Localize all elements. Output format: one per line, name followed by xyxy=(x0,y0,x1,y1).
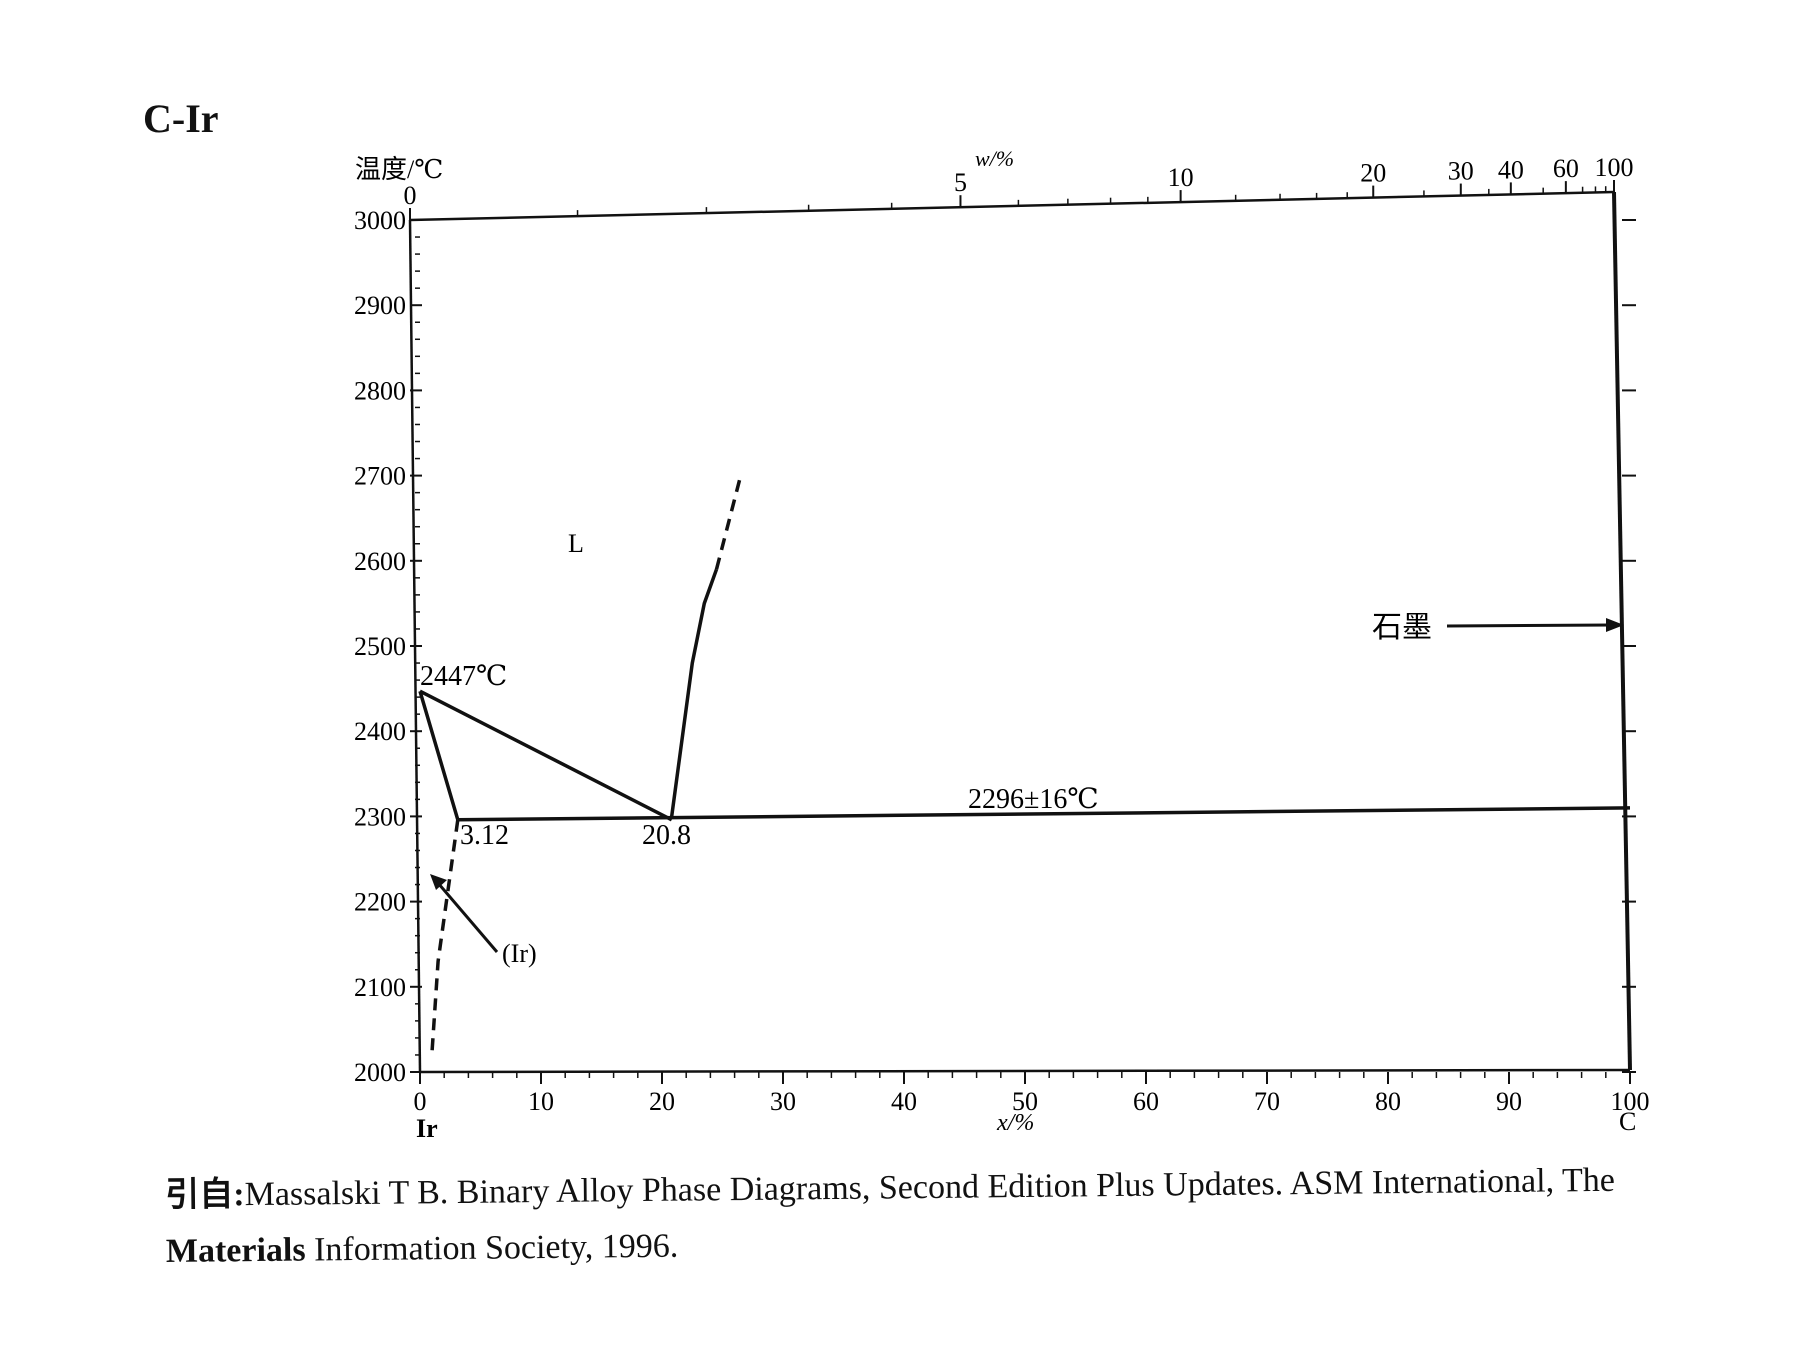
x-tick-label: 80 xyxy=(1375,1087,1401,1116)
y-tick-label: 2100 xyxy=(354,973,406,1002)
top-tick-label: 0 xyxy=(404,181,417,210)
y-tick-label: 3000 xyxy=(354,206,406,235)
top-axis xyxy=(409,190,1615,222)
y-tick-label: 2000 xyxy=(354,1058,406,1087)
diagram-title: C-Ir xyxy=(143,96,219,141)
citation-line-2: Information Society, 1996. xyxy=(305,1227,679,1269)
phase-boundaries xyxy=(418,475,1631,1051)
citation-line-1: Massalski T B. Binary Alloy Phase Diagra… xyxy=(244,1161,1616,1214)
citation-prefix: 引自: xyxy=(165,1176,245,1214)
y-axis-ticks: 3000 2900 2800 2700 2600 2500 2400 2300 2200 2100… xyxy=(354,206,1636,1087)
bottom-axis xyxy=(419,1068,1631,1074)
top-axis-ticks: 0 5 10 20 30 40 60 100 xyxy=(404,153,1634,220)
solubility-label: 3.12 xyxy=(460,820,509,851)
ir-phase-arrow xyxy=(430,874,499,953)
top-tick-label: 10 xyxy=(1168,163,1194,192)
ir-phase-label: (Ir) xyxy=(502,939,537,968)
top-tick-label: 5 xyxy=(954,168,967,197)
right-axis xyxy=(1612,191,1632,1071)
x-tick-label: 0 xyxy=(414,1087,427,1116)
phase-line-eutectic-line xyxy=(457,806,1631,822)
phase-line-liquidus-right xyxy=(669,568,719,817)
x-tick-label: 30 xyxy=(770,1087,796,1116)
eutectic-temperature-label: 2296±16℃ xyxy=(968,784,1099,815)
top-tick-label: 20 xyxy=(1360,159,1386,188)
phase-diagram: 3000290028002700260025002400230022002100… xyxy=(354,146,1650,1143)
y-tick-label: 2700 xyxy=(354,462,406,491)
left-element-label: Ir xyxy=(416,1114,438,1143)
top-axis-label: w/% xyxy=(975,146,1014,171)
phase-line-liquidus-right-est xyxy=(714,475,743,570)
top-tick-label: 30 xyxy=(1448,157,1474,186)
y-tick-label: 2300 xyxy=(354,802,406,831)
x-tick-label: 40 xyxy=(891,1087,917,1116)
phase-line-solvus xyxy=(430,819,460,1051)
x-tick-label: 20 xyxy=(649,1087,675,1116)
top-tick-label: 100 xyxy=(1595,153,1634,182)
y-tick-label: 2600 xyxy=(354,547,406,576)
x-tick-label: 10 xyxy=(528,1087,554,1116)
phase-line-solidus xyxy=(418,690,460,821)
x-axis-ticks: 0 10 20 30 40 50 60 70 80 90 100 xyxy=(414,1072,1650,1116)
citation: 引自:Massalski T B. Binary Alloy Phase Dia… xyxy=(165,1151,1795,1280)
liquid-region-label: L xyxy=(568,529,584,558)
top-tick-label: 60 xyxy=(1553,154,1579,183)
y-tick-label: 2500 xyxy=(354,632,406,661)
x-tick-label: 90 xyxy=(1496,1087,1522,1116)
y-tick-label: 2900 xyxy=(354,291,406,320)
graphite-arrow xyxy=(1446,618,1624,632)
x-axis-label: x/% xyxy=(996,1110,1034,1136)
x-tick-label: 70 xyxy=(1254,1087,1280,1116)
y-tick-label: 2400 xyxy=(354,717,406,746)
x-tick-label: 60 xyxy=(1133,1087,1159,1116)
phase-line-liquidus-left xyxy=(419,689,673,822)
right-element-label: C xyxy=(1619,1107,1636,1136)
y-tick-label: 2800 xyxy=(354,376,406,405)
graphite-label: 石墨 xyxy=(1372,611,1432,644)
eutectic-composition-label: 20.8 xyxy=(642,820,691,851)
y-axis-label: 温度/℃ xyxy=(355,155,443,184)
citation-bold-word: Materials xyxy=(165,1231,306,1270)
ir-melting-point-label: 2447℃ xyxy=(420,661,507,692)
x-tick-label: 100 xyxy=(1611,1087,1650,1116)
y-tick-label: 2200 xyxy=(354,888,406,917)
top-tick-label: 40 xyxy=(1498,155,1524,184)
x-tick-label: 50 xyxy=(1012,1087,1038,1116)
plot-frame xyxy=(408,190,1632,1074)
